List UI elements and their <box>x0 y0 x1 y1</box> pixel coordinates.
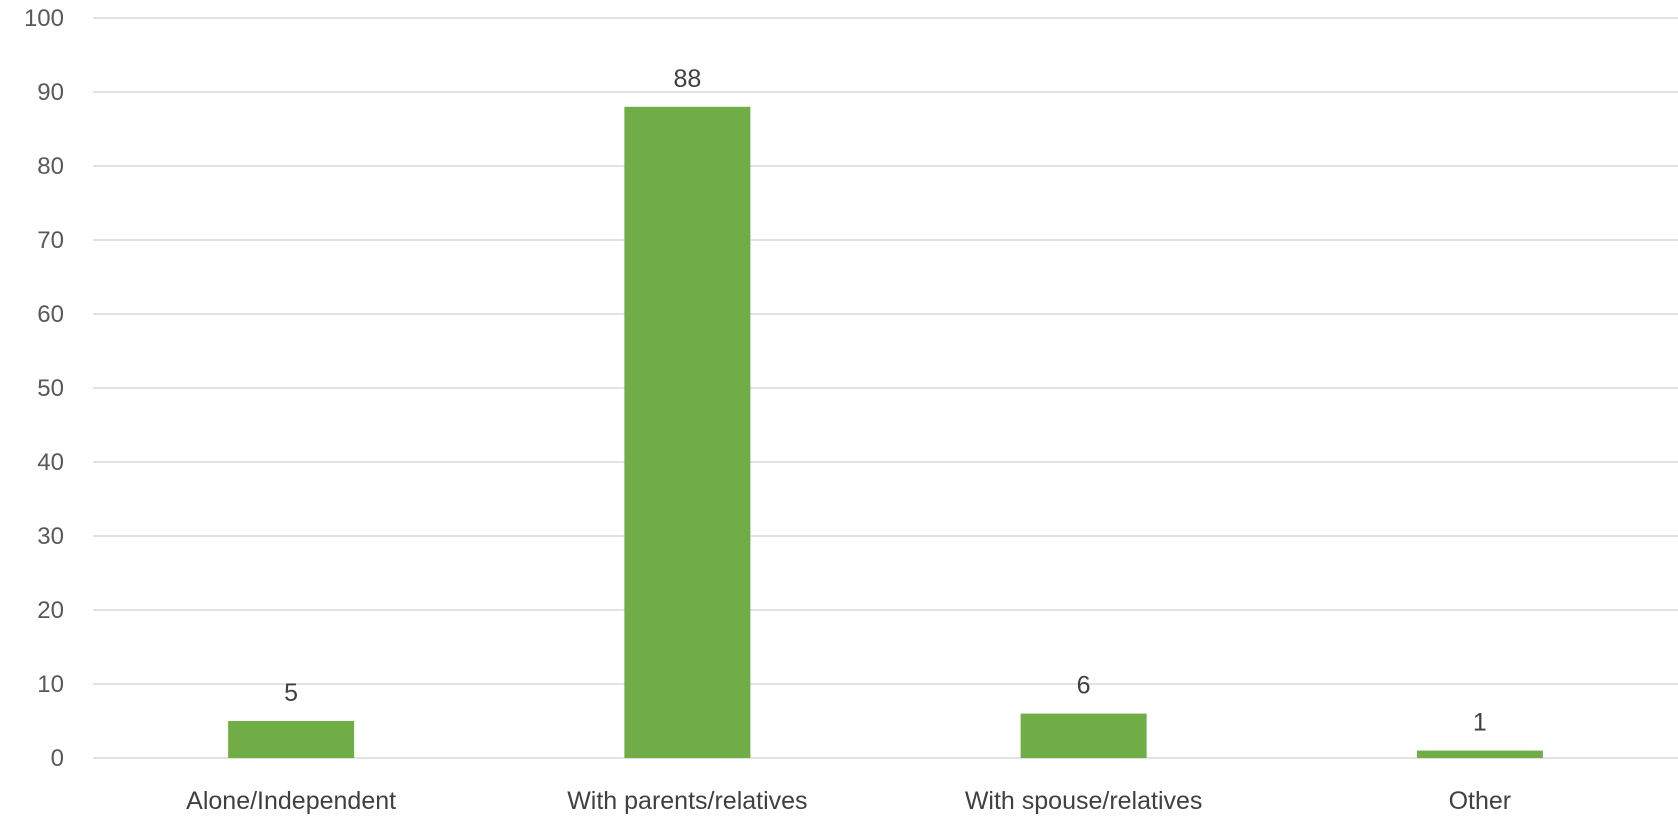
bar-0 <box>228 721 355 758</box>
y-tick-label: 20 <box>37 597 64 624</box>
data-labels: 5 88 6 1 <box>284 65 1487 737</box>
bar-3 <box>1416 750 1543 758</box>
data-label: 1 <box>1473 709 1487 737</box>
x-axis-category-labels: Alone/Independent With parents/relatives W… <box>186 787 1511 815</box>
y-tick-label: 40 <box>37 449 64 476</box>
y-tick-label: 30 <box>37 523 64 550</box>
category-label: Other <box>1449 787 1512 815</box>
y-tick-label: 90 <box>37 79 64 106</box>
data-label: 6 <box>1077 672 1091 700</box>
category-label: Alone/Independent <box>186 787 396 815</box>
y-tick-label: 70 <box>37 227 64 254</box>
y-tick-label: 50 <box>37 375 64 402</box>
y-tick-label: 60 <box>37 301 64 328</box>
bar-2 <box>1020 713 1147 758</box>
bar-1 <box>624 106 751 759</box>
category-label: With spouse/relatives <box>965 787 1203 815</box>
y-axis-tick-labels: 0 10 20 30 40 50 60 70 80 90 100 <box>24 5 64 772</box>
gridlines <box>93 17 1678 759</box>
data-label: 5 <box>284 679 298 707</box>
y-tick-label: 10 <box>37 671 64 698</box>
y-tick-label: 80 <box>37 153 64 180</box>
data-label: 88 <box>673 65 701 93</box>
bars <box>228 106 1543 759</box>
category-label: With parents/relatives <box>567 787 807 815</box>
y-tick-label: 100 <box>24 5 64 32</box>
y-tick-label: 0 <box>51 745 64 772</box>
